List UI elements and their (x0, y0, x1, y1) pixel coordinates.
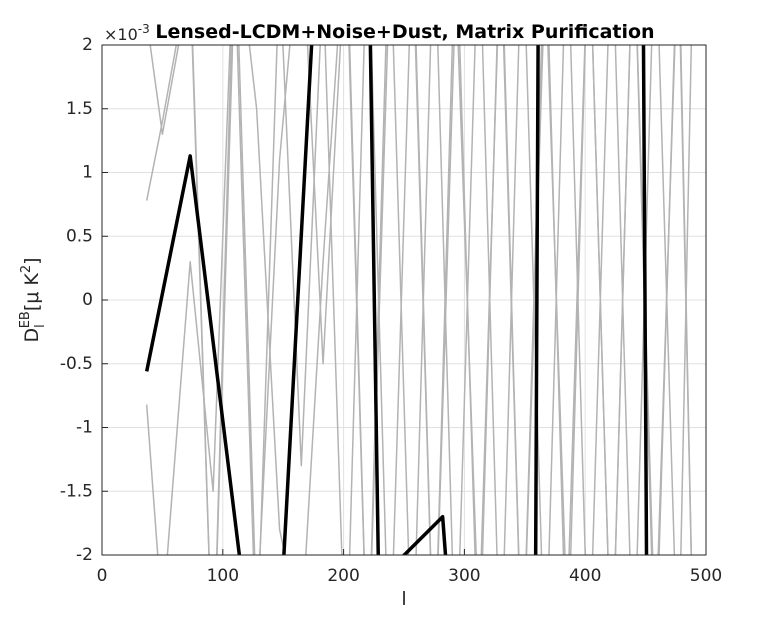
ylabel-close: ] (21, 257, 43, 264)
lines (144, 45, 693, 555)
ylabel-sub: l (33, 324, 48, 328)
series-line (149, 45, 692, 555)
y-tick-label: -2 (76, 545, 93, 565)
ylabel-sup: EB (18, 311, 33, 328)
y-tick-label: 2 (82, 35, 93, 55)
exp-power: -3 (138, 22, 150, 36)
y-axis-label: DlEB[μ K2] (18, 257, 48, 342)
y-tick-label: -0.5 (60, 354, 93, 374)
x-tick-label: 0 (97, 566, 108, 586)
y-tick-label: 0 (82, 290, 93, 310)
exp-base: ×10 (104, 25, 138, 44)
chart-title: Lensed-LCDM+Noise+Dust, Matrix Purificat… (155, 21, 654, 43)
y-exponent: ×10-3 (104, 22, 150, 44)
y-tick-label: 1.5 (66, 99, 93, 119)
x-tick-label: 300 (448, 566, 480, 586)
y-tick-label: -1 (76, 418, 93, 438)
y-tick-label: 1 (82, 163, 93, 183)
x-axis-label: l (401, 588, 406, 610)
ylabel-unit-sup: 2 (19, 265, 34, 273)
ylabel-unit: [μ K (21, 273, 43, 312)
x-tick-label: 500 (690, 566, 722, 586)
y-tick-label: -1.5 (60, 481, 93, 501)
x-tick-label: 200 (327, 566, 359, 586)
x-tick-label: 400 (569, 566, 601, 586)
axes-box (101, 44, 707, 556)
y-tick-label: 0.5 (66, 226, 93, 246)
x-tick-label: 100 (207, 566, 239, 586)
ylabel-base: D (21, 328, 43, 343)
